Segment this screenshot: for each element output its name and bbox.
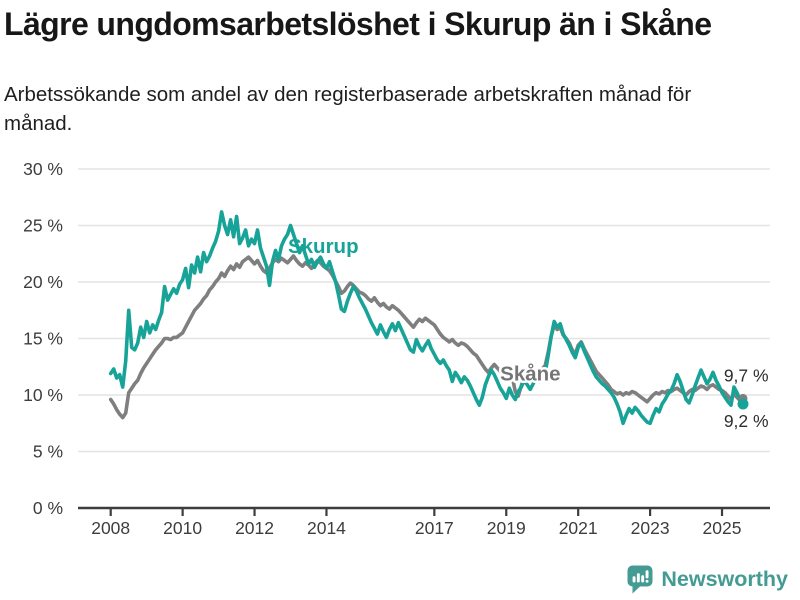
y-gridlines [78, 168, 770, 453]
x-tick-label: 2019 [487, 518, 526, 538]
x-axis: 2008 2010 2012 2014 2017 2019 2021 2023 2025 [78, 506, 770, 538]
y-tick-label: 30 % [23, 159, 63, 179]
x-tick-label: 2010 [163, 518, 202, 538]
chart-title: Lägre ungdomsarbetslöshet i Skurup än i … [4, 6, 712, 42]
annotation-skurup: Skurup [288, 235, 359, 258]
x-tick-label: 2014 [307, 518, 346, 538]
x-tick-label: 2021 [559, 518, 598, 538]
newsworthy-wordmark: Newsworthy [661, 566, 788, 591]
annotation-sk-ne: Skåne [500, 363, 560, 386]
series-line-skurup [108, 210, 745, 426]
y-tick-label: 15 % [23, 329, 63, 349]
newsworthy-bubble-chart-icon [627, 565, 653, 594]
y-tick-label: 25 % [23, 216, 63, 236]
x-tick-label: 2017 [415, 518, 454, 538]
x-tick-label: 2023 [631, 518, 670, 538]
y-tick-label: 20 % [23, 272, 63, 292]
series-line-sk-ne [108, 254, 745, 420]
y-tick-label: 5 % [33, 442, 63, 462]
annotation-9-2-: 9,2 % [724, 411, 769, 431]
y-tick-label: 0 % [33, 498, 63, 518]
y-axis-tick-labels: 0 % 5 % 10 % 15 % 20 % 25 % 30 % [23, 159, 63, 518]
x-tick-label: 2025 [703, 518, 742, 538]
annotation-9-7-: 9,7 % [724, 366, 769, 386]
x-tick-label: 2008 [91, 518, 130, 538]
end-dot-skurup [737, 398, 749, 410]
annotations: Skurup Skåne 9,7 % 9,2 % [288, 235, 769, 431]
x-tick-label: 2012 [235, 518, 274, 538]
y-tick-label: 10 % [23, 385, 63, 405]
newsworthy-logo[interactable]: Newsworthy [626, 564, 788, 594]
chart-subtitle: Arbetssökande som andel av den registerb… [4, 83, 692, 136]
